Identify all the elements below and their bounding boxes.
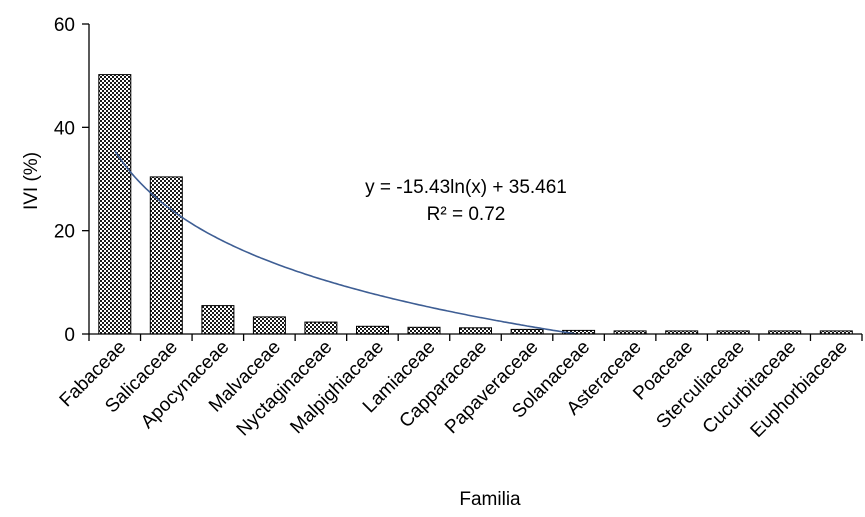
- y-axis-title: IVI (%): [21, 152, 42, 210]
- bar-capparaceae: [459, 327, 492, 335]
- trendline: [114, 150, 577, 335]
- bar-fabaceae: [98, 74, 132, 335]
- bar-malpighiaceae: [356, 325, 389, 335]
- y-tick-label: 60: [54, 15, 75, 36]
- bar-papaveraceae: [510, 328, 544, 335]
- bar-lamiaceae: [407, 326, 441, 335]
- bars-group: [98, 74, 853, 335]
- y-tick-label: 40: [54, 118, 75, 139]
- trendline-equation: y = -15.43ln(x) + 35.461: [365, 177, 567, 198]
- trendline-r-squared: R² = 0.72: [427, 204, 506, 225]
- bar-malvaceae: [252, 316, 286, 335]
- axes-group: [82, 23, 863, 341]
- x-axis-title: Familia: [459, 489, 521, 510]
- bar-nyctaginaceae: [304, 321, 338, 335]
- bar-salicaceae: [149, 176, 183, 335]
- y-tick-label: 20: [54, 222, 75, 243]
- y-tick-label: 0: [64, 325, 75, 346]
- bar-apocynaceae: [201, 305, 235, 335]
